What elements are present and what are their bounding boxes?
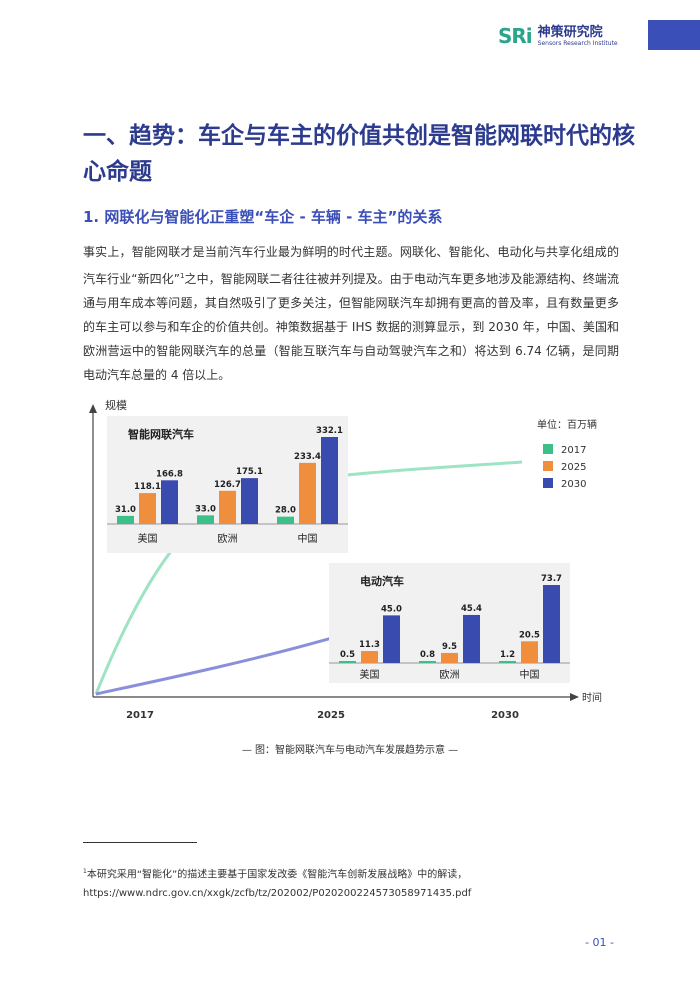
footnote-divider [83,842,197,843]
bar-value-label: 0.5 [340,650,355,660]
figure-caption: — 图：智能网联汽车与电动汽车发展趋势示意 — [241,745,459,756]
bar-2-0-2017 [339,661,356,663]
body-paragraph: 事实上，智能网联才是当前汽车行业最为鲜明的时代主题。网联化、智能化、电动化与共享… [83,240,619,387]
bar-2-1-2017 [419,661,436,663]
bar-1-0-2025 [139,493,156,524]
bar-1-1-2025 [219,490,236,524]
bar-1-0-2017 [117,515,134,524]
bar-2-2-2017 [499,661,516,663]
bar-2-0-2030 [383,615,400,663]
bar-1-2-2030 [321,437,338,524]
bar-2-1-2030 [463,614,480,663]
bar-value-label: 175.1 [236,467,263,477]
logo-mark: SRi [498,24,533,48]
header-accent-bar [648,20,700,50]
bar-1-1-2030 [241,478,258,524]
paragraph-text-part1: 事实上，智能网联才是当前汽车行业最为鲜明的时代主题。网联化、智能化、电动化与共享… [83,245,619,286]
legend-swatch-2030 [543,478,553,488]
bar-value-label: 20.5 [519,630,540,640]
bar-value-label: 233.4 [294,452,321,462]
legend-label-2030: 2030 [561,479,586,490]
footnote-number: 1 [83,868,87,875]
category-label: 美国 [138,532,158,545]
unit-label: 单位：百万辆 [537,418,597,431]
subsection-title: 1. 网联化与智能化正重塑“车企 - 车辆 - 车主”的关系 [83,208,443,226]
bar-value-label: 28.0 [275,506,296,516]
bar-2-2-2025 [521,641,538,663]
bar-1-2-2025 [299,462,316,524]
sri-logo: SRi 神策研究院 Sensors Research Institute [498,24,618,48]
logo-chinese-name: 神策研究院 [537,24,603,40]
page-number: - 01 - [585,936,614,949]
timeline-tick: 2030 [491,710,519,721]
bar-value-label: 118.1 [134,482,161,492]
panel2-title: 电动汽车 [360,574,404,588]
bar-2-0-2025 [361,651,378,663]
category-label: 中国 [520,668,540,681]
x-axis-label: 时间 [582,691,602,704]
bar-1-0-2030 [161,480,178,524]
bar-value-label: 9.5 [442,642,457,652]
bar-value-label: 11.3 [359,640,380,650]
bar-2-2-2030 [543,585,560,663]
legend-label-2025: 2025 [561,462,586,473]
bar-value-label: 31.0 [115,505,136,515]
footnote-text[interactable]: 本研究采用“智能化”的描述主要基于国家发改委《智能汽车创新发展战略》中的解读，h… [83,869,472,900]
timeline-tick: 2025 [317,710,345,721]
x-axis-arrow [570,693,579,701]
bar-value-label: 33.0 [195,504,216,514]
category-label: 中国 [298,532,318,545]
bar-value-label: 1.2 [500,650,515,660]
category-label: 欧洲 [440,669,460,681]
legend-swatch-2025 [543,461,553,471]
category-label: 欧洲 [218,533,238,545]
legend-label-2017: 2017 [561,445,586,456]
bar-1-2-2017 [277,516,294,524]
timeline-tick: 2017 [126,710,154,721]
legend-swatch-2017 [543,444,553,454]
category-label: 美国 [360,668,380,681]
section-title: 一、趋势：车企与车主的价值共创是智能网联时代的核心命题 [83,123,635,185]
bar-value-label: 45.0 [381,604,402,614]
bar-value-label: 126.7 [214,480,241,490]
footnote-reference[interactable]: 1 [180,272,185,280]
panel1-bars: 31.0 118.1 166.8 美国 33.0 126.7 175.1 欧洲 28.0 233.… [115,426,343,545]
y-axis-arrow [89,404,97,413]
bar-value-label: 73.7 [541,574,562,584]
bar-2-1-2025 [441,652,458,663]
paragraph-text-part2: 之中，智能网联二者往往被并列提及。由于电动汽车更多地涉及能源结构、终端流通与用车… [83,272,619,382]
logo-english-name: Sensors Research Institute [537,39,618,47]
y-axis-label: 规模 [105,398,127,412]
panel2-bars: 0.5 11.3 45.0 美国 0.8 9.5 45.4 欧洲 1.2 20.5 73.7 中国 [339,574,562,681]
bar-value-label: 166.8 [156,469,183,479]
bar-1-1-2017 [197,515,214,524]
bar-value-label: 0.8 [420,650,435,660]
footnote: 1本研究采用“智能化”的描述主要基于国家发改委《智能汽车创新发展战略》中的解读，… [83,862,619,903]
bar-value-label: 332.1 [316,426,343,436]
panel1-title: 智能网联汽车 [128,427,194,441]
bar-value-label: 45.4 [461,604,482,614]
